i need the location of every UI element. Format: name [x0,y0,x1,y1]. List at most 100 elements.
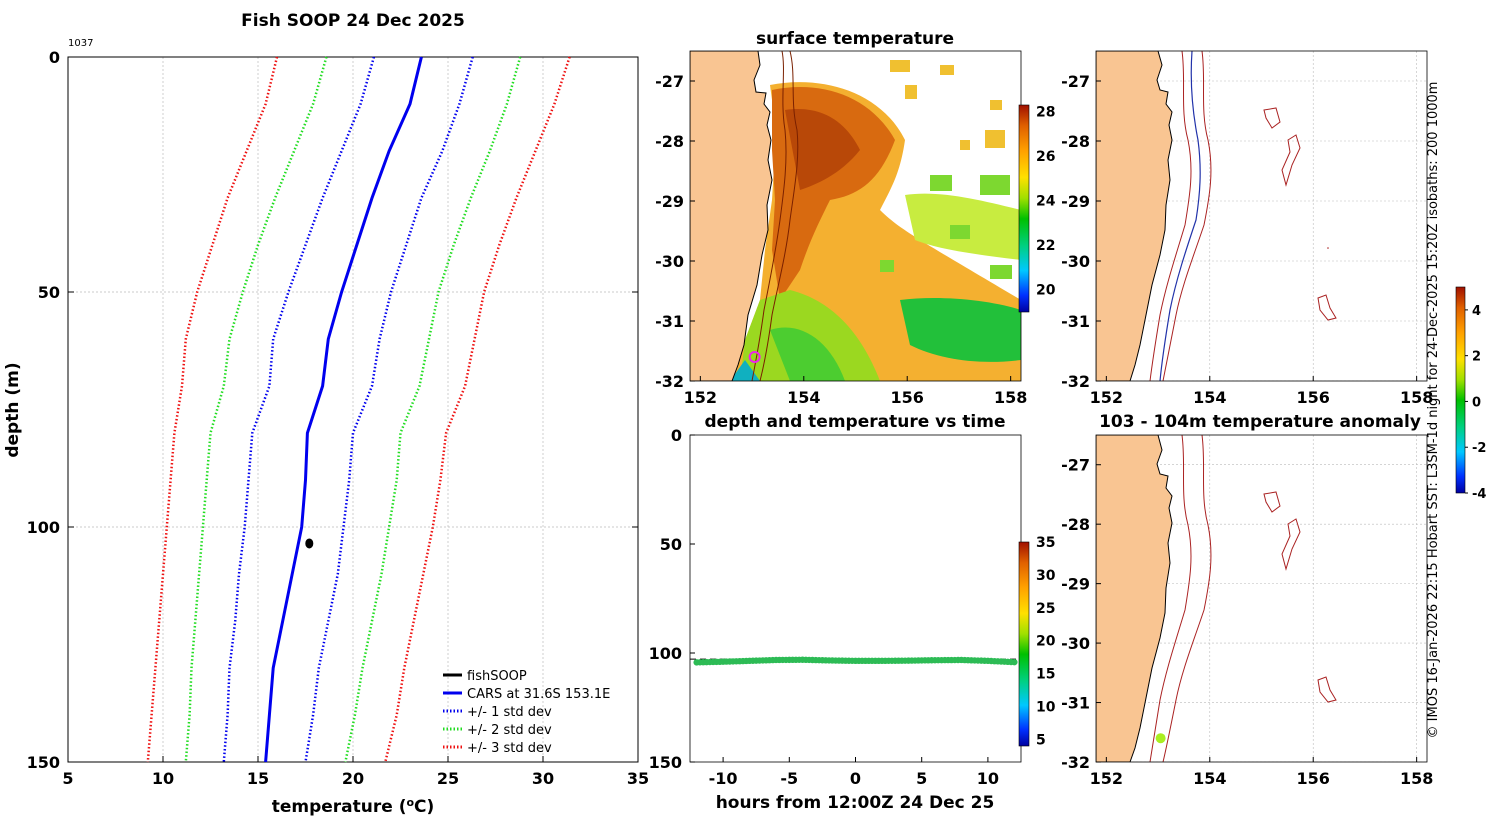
depth-time-ytick-label: 100 [649,644,682,663]
sst-field-green-patch [900,298,1021,362]
map-ytick-label: -32 [1061,372,1090,391]
map-xtick-label: 156 [891,388,924,407]
profile-series-upper-1-std [304,56,474,763]
map-xtick-label: 154 [787,388,820,407]
depth-time-colorbar [1018,541,1030,747]
anomaly-seamount-2 [1281,518,1301,571]
anomaly-map-panel: 103 - 104m temperature anomaly 152 154 156… [1061,412,1433,788]
profile-legend: fishSOOP CARS at 31.6S 153.1E +/- 1 std … [443,669,610,756]
depth-time-xtick-label: 10 [977,769,999,788]
sst-colorbar-label: 28 [1036,105,1055,121]
map-ytick-label: -32 [655,372,684,391]
map-ytick-label: -27 [655,72,684,91]
coast-map-panel: 152 154 156 158 -27 -28 -29 -30 -31 -32 4 2 0 -2 -4 [1061,50,1486,502]
sst-colorbar-ticks: 20 22 24 26 28 [1036,105,1056,299]
map-xtick-label: 154 [1193,388,1226,407]
depth-time-colorbar-label: 35 [1036,535,1055,551]
profile-series [146,56,571,763]
legend-label-fishsoop: fishSOOP [467,669,527,684]
depth-time-colorbar-label: 10 [1036,700,1056,716]
sst-scattered-patches [890,60,1005,150]
sst-map-panel: surface temperature [655,29,1056,407]
legend-label-std2: +/- 2 std dev [467,723,552,738]
profile-xtick-label: 5 [62,769,73,788]
profile-xtick-label: 15 [247,769,269,788]
profile-grid [68,57,638,762]
map-ytick-label: -31 [655,312,684,331]
coast-map-isobath-1000 [1162,51,1212,381]
seamount-contour-1 [1263,107,1281,129]
map-xtick-label: 156 [1297,388,1330,407]
profile-xtick-label: 30 [532,769,554,788]
anomaly-seamount-1 [1263,491,1281,513]
profile-series--3-std-dev [146,56,279,763]
profile-ylabel: depth (m) [3,362,23,457]
anomaly-map-ticks: 152 154 156 158 -27 -28 -29 -30 -31 -32 [1061,456,1433,788]
sst-colorbar-label: 20 [1036,283,1056,299]
depth-time-colorbar-label: 15 [1036,667,1055,683]
depth-time-xtick-label: -10 [709,769,738,788]
map-xtick-label: 158 [1400,769,1433,788]
sst-map-land [690,51,773,381]
anomaly-map-land [1096,435,1173,762]
coast-map-frame [1095,50,1428,382]
depth-time-xtick-label: 5 [916,769,927,788]
profile-series-cars-at-31-6s-153-1e [264,56,423,763]
sst-scattered-green [880,175,1012,279]
profile-xtick-label: 35 [627,769,649,788]
seamount-contour-3 [1317,294,1337,321]
map-xtick-label: 158 [1400,388,1433,407]
profile-panel: Fish SOOP 24 Dec 2025 1037 5 10 15 20 25 30 35… [3,11,649,817]
seamount-dot [1327,247,1329,249]
profile-xtick-label: 20 [342,769,364,788]
profile-ytick-label: 50 [38,283,60,302]
profile-xlabel: temperature (oC) [272,796,435,818]
depth-time-ytick-label: 50 [660,535,682,554]
depth-time-panel: depth and temperature vs time -10 -5 0 5 100… [649,412,1056,813]
sst-map-ticks: 152 154 156 158 -27 -28 -29 -30 -31 -32 [655,72,1027,407]
map-ytick-label: -30 [1061,634,1090,653]
profile-xtick-label: 25 [437,769,459,788]
anomaly-colorbar-ticks: 4 2 0 -2 -4 [1465,304,1486,502]
depth-time-colorbar-label: 25 [1036,601,1055,617]
sst-map-location-marker [748,351,761,363]
coast-map-isobath-200 [1149,51,1192,381]
depth-time-colorbar-ticks: 5 10 15 20 25 30 35 [1036,535,1056,748]
depth-time-xlabel: hours from 12:00Z 24 Dec 25 [716,793,995,813]
depth-time-point [1011,658,1018,666]
anomaly-colorbar-label: 0 [1472,395,1481,410]
coast-map-ticks: 152 154 156 158 -27 -28 -29 -30 -31 -32 [1061,72,1433,407]
map-ytick-label: -31 [1061,312,1090,331]
depth-time-points [693,656,1018,666]
map-ytick-label: -27 [1061,456,1090,475]
map-ytick-label: -29 [655,192,684,211]
profile-ytick-label: 100 [27,518,60,537]
map-xtick-label: 156 [1297,769,1330,788]
seamount-contour-2 [1281,134,1301,187]
map-ytick-label: -30 [655,252,684,271]
anomaly-colorbar-label: 4 [1472,304,1481,319]
sst-isobath-200 [751,51,787,381]
map-xtick-label: 152 [1090,388,1123,407]
map-xtick-label: 152 [684,388,717,407]
profile-ticks: 5 10 15 20 25 30 35 0 50 100 150 [27,48,650,788]
depth-time-ytick-label: 150 [649,753,682,772]
anomaly-map-isobath-1000 [1162,435,1212,762]
map-ytick-label: -31 [1061,694,1090,713]
coast-map-track [1159,51,1201,381]
map-ytick-label: -28 [1061,132,1090,151]
depth-time-colorbar-label: 20 [1036,634,1056,650]
profile-annotation: 1037 [68,38,93,49]
map-ytick-label: -28 [1061,515,1090,534]
anomaly-map-area [1096,435,1427,762]
depth-time-colorbar-label: 30 [1036,568,1056,584]
map-ytick-label: -29 [1061,192,1090,211]
legend-label-cars: CARS at 31.6S 153.1E [467,687,610,702]
anomaly-colorbar-label: 2 [1472,350,1481,365]
sst-colorbar-label: 22 [1036,238,1055,254]
profile-xtick-label: 10 [152,769,174,788]
depth-time-axes-box [689,434,1022,763]
map-ytick-label: -27 [1061,72,1090,91]
anomaly-map-isobath-200 [1149,435,1192,762]
map-xtick-label: 158 [994,388,1027,407]
